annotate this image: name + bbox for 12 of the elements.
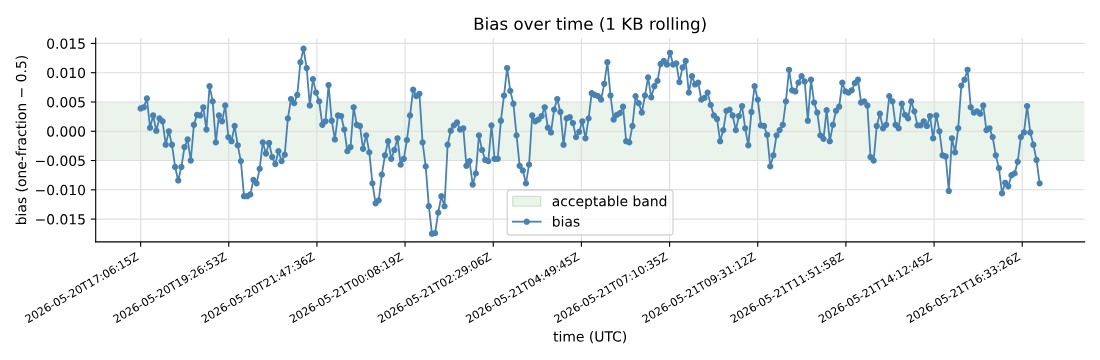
y-tick-label: −0.005 <box>36 155 85 167</box>
y-tick-label: 0.005 <box>47 96 85 108</box>
legend-label: bias <box>553 215 580 227</box>
y-axis-title: bias (one-fraction − 0.5) <box>15 56 28 224</box>
x-axis-title: time (UTC) <box>553 330 627 344</box>
legend-label: acceptable band <box>552 195 667 210</box>
y-tick-label: 0.015 <box>47 38 85 49</box>
y-tick-label: 0.000 <box>47 126 86 137</box>
y-tick-label: 0.010 <box>47 67 86 79</box>
chart-title: Bias over time (1 KB rolling) <box>474 17 706 34</box>
y-tick-label: −0.010 <box>36 184 86 196</box>
y-tick-label: −0.015 <box>36 214 85 225</box>
